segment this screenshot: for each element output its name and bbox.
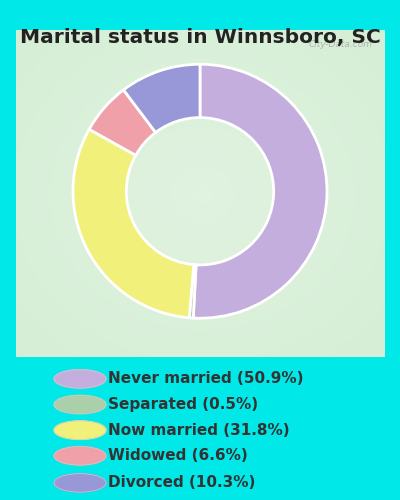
Text: Marital status in Winnsboro, SC: Marital status in Winnsboro, SC [20,28,380,46]
Circle shape [54,474,106,492]
Text: Widowed (6.6%): Widowed (6.6%) [108,448,248,464]
Circle shape [54,396,106,414]
Text: Now married (31.8%): Now married (31.8%) [108,422,290,438]
Wedge shape [89,90,156,156]
Wedge shape [124,64,200,132]
Text: Never married (50.9%): Never married (50.9%) [108,372,304,386]
Wedge shape [189,264,196,318]
Text: City-Data.com: City-Data.com [309,40,373,49]
Wedge shape [73,130,194,318]
Text: Separated (0.5%): Separated (0.5%) [108,397,258,412]
Circle shape [54,421,106,440]
Wedge shape [193,64,327,318]
Circle shape [54,370,106,388]
Text: Divorced (10.3%): Divorced (10.3%) [108,476,255,490]
Circle shape [54,446,106,465]
